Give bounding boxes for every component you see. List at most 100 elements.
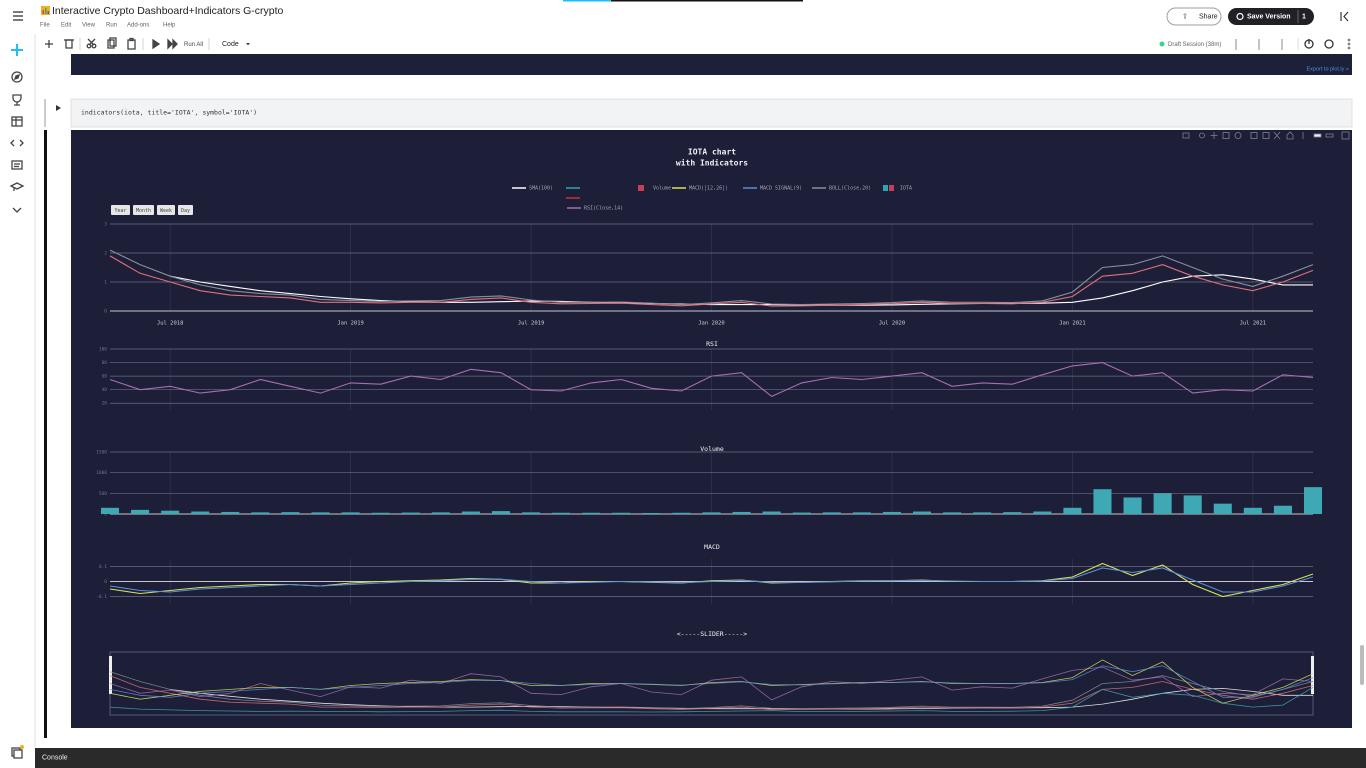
volume-bar — [131, 509, 150, 514]
volume-bar — [461, 511, 480, 514]
volume-bar — [1003, 512, 1022, 514]
cell-type-caret — [246, 43, 250, 46]
x-tick-label: Jul 2021 — [1240, 321, 1267, 327]
volume-bar — [1153, 493, 1172, 514]
series-line — [109, 362, 1314, 398]
session-label[interactable]: Draft Session (38m) — [1168, 42, 1221, 48]
menu-item[interactable]: Edit — [61, 23, 72, 29]
share-button[interactable] — [1166, 7, 1222, 26]
legend-label[interactable]: RSI(Close,14) — [584, 206, 623, 212]
slider-line — [109, 665, 1314, 698]
modebar[interactable] — [1182, 131, 1350, 140]
menu-item[interactable]: View — [82, 23, 96, 29]
slider-handle-right[interactable] — [1311, 656, 1314, 694]
run-cell[interactable] — [56, 105, 61, 111]
volume-bar — [792, 512, 811, 514]
volume-bar — [913, 511, 932, 514]
code-cell[interactable] — [70, 98, 1353, 128]
series-line — [109, 249, 1314, 306]
volume-bar — [943, 512, 962, 514]
save-version-button[interactable] — [1228, 8, 1314, 25]
range-button-label: Month — [136, 208, 151, 214]
range-button-label: Week — [160, 208, 172, 214]
slider-line — [109, 675, 1314, 711]
range-button[interactable] — [133, 205, 154, 215]
notebook-title[interactable]: Interactive Crypto Dashboard+Indicators … — [52, 5, 284, 17]
volume-bar — [882, 511, 901, 514]
legend-extras — [566, 187, 580, 199]
share-label: Share — [1199, 13, 1218, 20]
range-button[interactable] — [111, 205, 130, 215]
console-bar[interactable] — [35, 748, 1366, 768]
slider-handle-left[interactable] — [109, 656, 112, 694]
share-icon: ⇪ — [1182, 12, 1188, 20]
volume-bar — [1063, 507, 1082, 514]
volume-bar — [762, 511, 781, 514]
menu-item[interactable]: Run — [106, 23, 117, 29]
menu-item[interactable]: Add-ons — [127, 23, 149, 29]
legend-label[interactable]: IOTA — [900, 186, 912, 192]
save-icon — [1236, 12, 1244, 21]
x-tick-label: Jul 2019 — [518, 321, 545, 327]
progress-track — [611, 0, 803, 2]
y-tick-label: 0 — [104, 512, 107, 518]
volume-bar — [973, 512, 992, 514]
volume-bar — [311, 512, 330, 514]
panel-title: RSI — [706, 340, 718, 348]
volume-bar — [161, 510, 180, 514]
volume-bar — [1243, 507, 1262, 514]
y-tick-label: 40 — [102, 387, 108, 393]
progress — [563, 0, 611, 2]
legend-swatch — [883, 185, 888, 191]
x-tick-label: Jul 2020 — [879, 321, 906, 327]
code[interactable]: indicators(iota, title='IOTA', symbol='I… — [81, 109, 257, 117]
legend-label[interactable]: Volume — [653, 186, 671, 192]
legend-label[interactable]: BOLL(Close,20) — [829, 186, 871, 192]
menu-item[interactable]: Help — [163, 23, 176, 29]
slider-line — [109, 687, 1314, 713]
volume-bar — [491, 511, 510, 514]
export-link[interactable]: Export to plot.ly » — [1307, 66, 1350, 72]
y-tick-label: 0 — [104, 579, 107, 585]
legend-label[interactable]: MACD SIGNAL(9) — [760, 186, 802, 192]
volume-bar — [642, 512, 661, 514]
y-tick-label: 100 — [99, 347, 107, 353]
slider-line — [109, 666, 1314, 701]
volume-bar — [552, 512, 571, 514]
volume-bar — [1213, 503, 1232, 514]
volume-bar — [1033, 511, 1052, 514]
x-tick-label: Jan 2019 — [337, 321, 364, 327]
scrollbar[interactable] — [1360, 645, 1364, 685]
volume-bar — [1303, 487, 1323, 514]
chart-title: IOTA chart — [688, 148, 736, 157]
y-tick-label: 1 — [104, 280, 107, 286]
volume-bar — [672, 512, 691, 514]
series-line — [170, 274, 1313, 306]
y-tick-label: 60 — [102, 374, 108, 380]
previous-output — [71, 54, 1352, 75]
volume-bar — [371, 512, 390, 514]
console-label: Console — [42, 754, 68, 761]
legend-swatch — [889, 185, 894, 191]
collapse-icon[interactable] — [1340, 11, 1349, 22]
legend-label[interactable]: SMA(100) — [529, 186, 553, 192]
volume-bar — [732, 511, 751, 514]
range-button[interactable] — [157, 205, 175, 215]
run-all[interactable]: Run All — [184, 42, 203, 48]
slider-line — [170, 687, 1313, 710]
panel-title: Volume — [700, 445, 724, 453]
volume-bar — [522, 512, 541, 514]
legend-label[interactable]: MACD([12,26]) — [689, 186, 728, 192]
volume-bar — [401, 512, 420, 514]
toolbar — [45, 37, 210, 50]
menu-item[interactable]: File — [40, 23, 50, 29]
volume-bar — [1123, 497, 1142, 514]
volume-bar — [191, 511, 210, 514]
y-tick-label: 3 — [104, 222, 107, 228]
range-button[interactable] — [178, 205, 193, 215]
volume-bar — [100, 507, 120, 514]
cell-type[interactable]: Code — [222, 41, 239, 48]
slider-title: <-----SLIDER-----> — [677, 630, 748, 638]
session-status — [1159, 41, 1165, 47]
hamburger[interactable] — [13, 11, 23, 21]
